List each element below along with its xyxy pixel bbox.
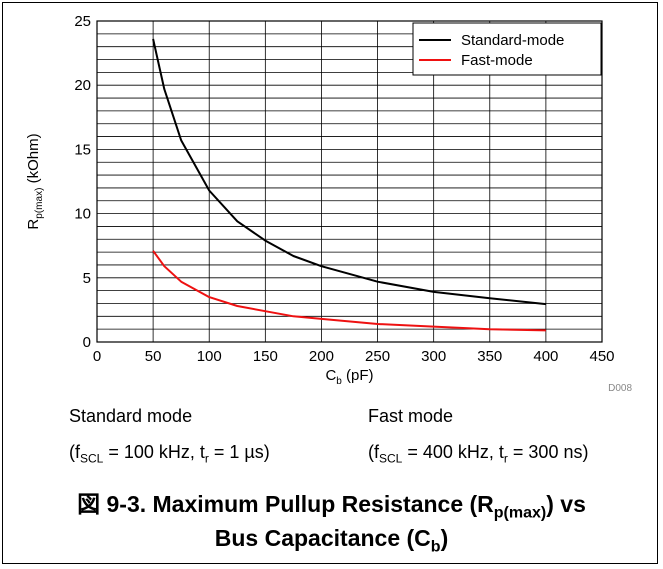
x-tick-label: 450 [589, 348, 614, 365]
note-standard-tail: = 1 µs) [208, 442, 270, 462]
note-fast-mid: = 400 kHz, t [402, 442, 504, 462]
series-line-1 [152, 38, 547, 306]
note-standard-mid: = 100 kHz, t [103, 442, 205, 462]
legend-label-2: Fast-mode [461, 52, 533, 69]
y-axis-label: Rp(max) (kOhm) [25, 133, 45, 229]
plot-border [96, 20, 603, 343]
note-fast-params: (fSCL = 400 kHz, tr = 300 ns) [368, 442, 589, 466]
note-fast-tail: = 300 ns) [507, 442, 589, 462]
legend-label-1: Standard-mode [461, 32, 564, 49]
note-standard-title: Standard mode [69, 406, 193, 426]
caption-line-2: Bus Capacitance (Cb) [0, 521, 663, 555]
note-fast-f-sub: SCL [379, 451, 403, 466]
y-tick-label: 0 [83, 334, 91, 351]
note-fast-t-sub: r [503, 451, 508, 466]
note-standard-f-sub: SCL [80, 451, 104, 466]
y-tick-label: 10 [74, 206, 91, 223]
x-tick-label: 150 [253, 348, 278, 365]
x-tick-label: 300 [421, 348, 446, 365]
x-tick-label: 50 [145, 348, 162, 365]
figure-code: D008 [608, 383, 632, 394]
x-tick-label: 0 [93, 348, 101, 365]
x-tick-label: 250 [365, 348, 390, 365]
x-tick-label: 100 [197, 348, 222, 365]
x-tick-label: 200 [309, 348, 334, 365]
caption-line1-post: ) vs [546, 491, 586, 517]
figure-caption: 図 9-3. Maximum Pullup Resistance (Rp(max… [0, 487, 663, 555]
caption-line-1: 図 9-3. Maximum Pullup Resistance (Rp(max… [0, 487, 663, 521]
note-standard-open: (f [69, 442, 80, 462]
legend-box [412, 22, 602, 76]
x-tick-label: 350 [477, 348, 502, 365]
caption-line1-pre: 図 9-3. Maximum Pullup Resistance (R [77, 491, 494, 517]
y-tick-label: 5 [83, 270, 91, 287]
caption-line2-post: ) [440, 525, 449, 551]
caption-line2-sub: b [430, 538, 441, 556]
caption-line2-pre: Bus Capacitance (C [214, 525, 431, 551]
x-axis-label: Cb (pF) [325, 367, 373, 387]
note-fast-title: Fast mode [368, 406, 454, 426]
note-standard-t-sub: r [204, 451, 209, 466]
y-tick-label: 15 [74, 141, 91, 158]
x-tick-label: 400 [533, 348, 558, 365]
note-fast-open: (f [368, 442, 379, 462]
series-line-2 [152, 250, 546, 332]
note-standard-params: (fSCL = 100 kHz, tr = 1 µs) [69, 442, 270, 466]
caption-line1-sub: p(max) [493, 504, 547, 522]
y-tick-label: 25 [74, 13, 91, 30]
y-tick-label: 20 [74, 77, 91, 94]
figure-frame [2, 2, 658, 564]
